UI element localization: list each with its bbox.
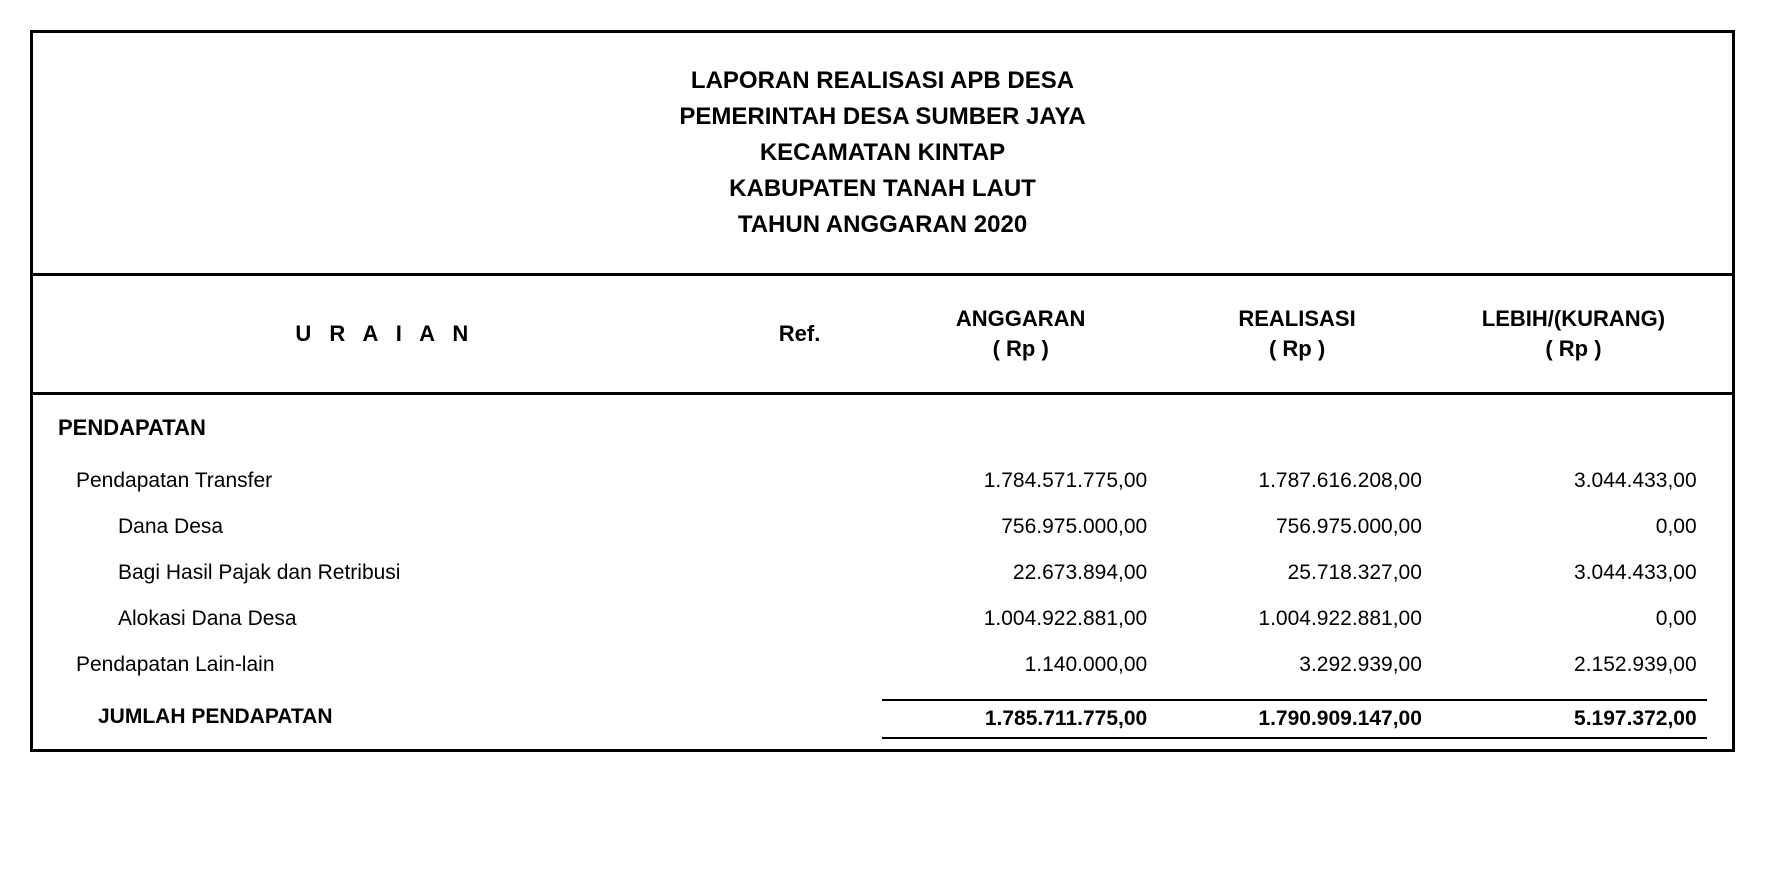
row-anggaran: 1.784.571.775,00	[882, 469, 1157, 493]
total-ref	[718, 699, 883, 739]
table-row: Pendapatan Lain-lain 1.140.000,003.292.93…	[58, 653, 1707, 677]
row-anggaran: 1.004.922.881,00	[882, 607, 1157, 631]
col-header-anggaran: ANGGARAN ( Rp )	[882, 306, 1158, 362]
total-row: JUMLAH PENDAPATAN 1.785.711.775,00 1.790…	[58, 699, 1707, 739]
row-lebih: 0,00	[1432, 515, 1707, 539]
row-realisasi: 1.004.922.881,00	[1157, 607, 1432, 631]
row-ref	[718, 653, 883, 677]
row-ref	[718, 469, 883, 493]
row-anggaran: 22.673.894,00	[882, 561, 1157, 585]
row-realisasi: 1.787.616.208,00	[1157, 469, 1432, 493]
header-line-4: KABUPATEN TANAH LAUT	[53, 171, 1712, 207]
row-lebih: 0,00	[1432, 607, 1707, 631]
table-row: Pendapatan Transfer 1.784.571.775,001.787…	[58, 469, 1707, 493]
row-label: Bagi Hasil Pajak dan Retribusi	[58, 561, 718, 585]
col-header-lebih-sub: ( Rp )	[1435, 336, 1711, 362]
row-label: Dana Desa	[58, 515, 718, 539]
report-container: LAPORAN REALISASI APB DESA PEMERINTAH DE…	[30, 30, 1735, 752]
report-header: LAPORAN REALISASI APB DESA PEMERINTAH DE…	[33, 33, 1732, 276]
row-realisasi: 25.718.327,00	[1157, 561, 1432, 585]
row-label: Pendapatan Lain-lain	[58, 653, 718, 677]
row-realisasi: 756.975.000,00	[1157, 515, 1432, 539]
rows-container: Pendapatan Transfer 1.784.571.775,001.787…	[58, 469, 1707, 677]
row-ref	[718, 607, 883, 631]
report-body: PENDAPATAN Pendapatan Transfer 1.784.571.…	[33, 395, 1732, 749]
row-lebih: 3.044.433,00	[1432, 561, 1707, 585]
row-label: Pendapatan Transfer	[58, 469, 718, 493]
row-label: Alokasi Dana Desa	[58, 607, 718, 631]
col-header-lebih: LEBIH/(KURANG) ( Rp )	[1435, 306, 1711, 362]
table-row: Dana Desa756.975.000,00756.975.000,000,0…	[58, 515, 1707, 539]
header-line-3: KECAMATAN KINTAP	[53, 135, 1712, 171]
row-anggaran: 756.975.000,00	[882, 515, 1157, 539]
col-header-anggaran-sub: ( Rp )	[882, 336, 1158, 362]
row-lebih: 3.044.433,00	[1432, 469, 1707, 493]
header-line-5: TAHUN ANGGARAN 2020	[53, 207, 1712, 243]
row-ref	[718, 515, 883, 539]
column-headers: U R A I A N Ref. ANGGARAN ( Rp ) REALISA…	[33, 276, 1732, 395]
col-header-realisasi: REALISASI ( Rp )	[1159, 306, 1435, 362]
row-anggaran: 1.140.000,00	[882, 653, 1157, 677]
col-header-lebih-label: LEBIH/(KURANG)	[1435, 306, 1711, 332]
col-header-realisasi-sub: ( Rp )	[1159, 336, 1435, 362]
total-lebih: 5.197.372,00	[1432, 699, 1707, 739]
total-realisasi: 1.790.909.147,00	[1157, 699, 1432, 739]
row-lebih: 2.152.939,00	[1432, 653, 1707, 677]
col-header-uraian: U R A I A N	[53, 306, 717, 362]
row-ref	[718, 561, 883, 585]
row-realisasi: 3.292.939,00	[1157, 653, 1432, 677]
table-row: Bagi Hasil Pajak dan Retribusi 22.673.894…	[58, 561, 1707, 585]
col-header-ref: Ref.	[717, 306, 883, 362]
header-line-1: LAPORAN REALISASI APB DESA	[53, 63, 1712, 99]
total-anggaran: 1.785.711.775,00	[882, 699, 1157, 739]
total-label: JUMLAH PENDAPATAN	[58, 699, 718, 739]
col-header-anggaran-label: ANGGARAN	[882, 306, 1158, 332]
col-header-realisasi-label: REALISASI	[1159, 306, 1435, 332]
table-row: Alokasi Dana Desa 1.004.922.881,001.004.9…	[58, 607, 1707, 631]
header-line-2: PEMERINTAH DESA SUMBER JAYA	[53, 99, 1712, 135]
section-title-pendapatan: PENDAPATAN	[58, 415, 1707, 441]
